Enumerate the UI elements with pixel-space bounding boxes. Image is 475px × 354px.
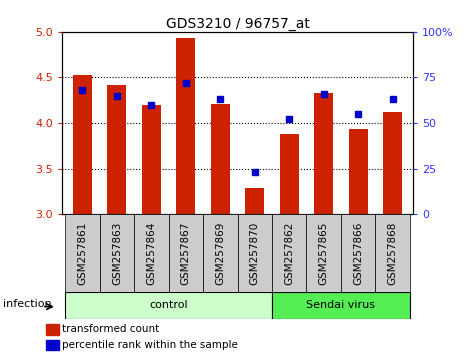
Text: transformed count: transformed count bbox=[62, 324, 160, 334]
Text: GSM257866: GSM257866 bbox=[353, 221, 363, 285]
Bar bbox=[306, 214, 341, 292]
Bar bbox=[272, 214, 306, 292]
Text: GSM257862: GSM257862 bbox=[284, 221, 294, 285]
Text: GSM257870: GSM257870 bbox=[250, 222, 260, 285]
Bar bbox=[383, 112, 402, 214]
Bar bbox=[211, 104, 230, 214]
Text: infection: infection bbox=[3, 299, 52, 309]
Text: GSM257861: GSM257861 bbox=[77, 221, 87, 285]
Bar bbox=[314, 93, 333, 214]
Bar bbox=[341, 214, 375, 292]
Bar bbox=[46, 324, 58, 335]
Text: GSM257867: GSM257867 bbox=[181, 221, 191, 285]
Bar bbox=[238, 214, 272, 292]
Bar bbox=[107, 85, 126, 214]
Bar bbox=[280, 134, 299, 214]
Text: GSM257869: GSM257869 bbox=[215, 221, 225, 285]
Text: GSM257868: GSM257868 bbox=[388, 221, 398, 285]
Bar bbox=[349, 130, 368, 214]
Bar bbox=[100, 214, 134, 292]
Bar bbox=[65, 292, 272, 319]
Bar bbox=[176, 38, 195, 214]
Bar bbox=[245, 188, 264, 214]
Text: Sendai virus: Sendai virus bbox=[306, 300, 375, 310]
Bar bbox=[272, 292, 410, 319]
Text: percentile rank within the sample: percentile rank within the sample bbox=[62, 340, 238, 350]
Bar bbox=[46, 340, 58, 350]
Text: control: control bbox=[149, 300, 188, 310]
Text: GSM257864: GSM257864 bbox=[146, 221, 156, 285]
Bar bbox=[73, 75, 92, 214]
Bar bbox=[134, 214, 169, 292]
Bar bbox=[142, 105, 161, 214]
Text: GSM257865: GSM257865 bbox=[319, 221, 329, 285]
Bar bbox=[203, 214, 238, 292]
Bar bbox=[375, 214, 410, 292]
Text: GSM257863: GSM257863 bbox=[112, 221, 122, 285]
Bar bbox=[65, 214, 100, 292]
Title: GDS3210 / 96757_at: GDS3210 / 96757_at bbox=[166, 17, 309, 31]
Bar bbox=[169, 214, 203, 292]
